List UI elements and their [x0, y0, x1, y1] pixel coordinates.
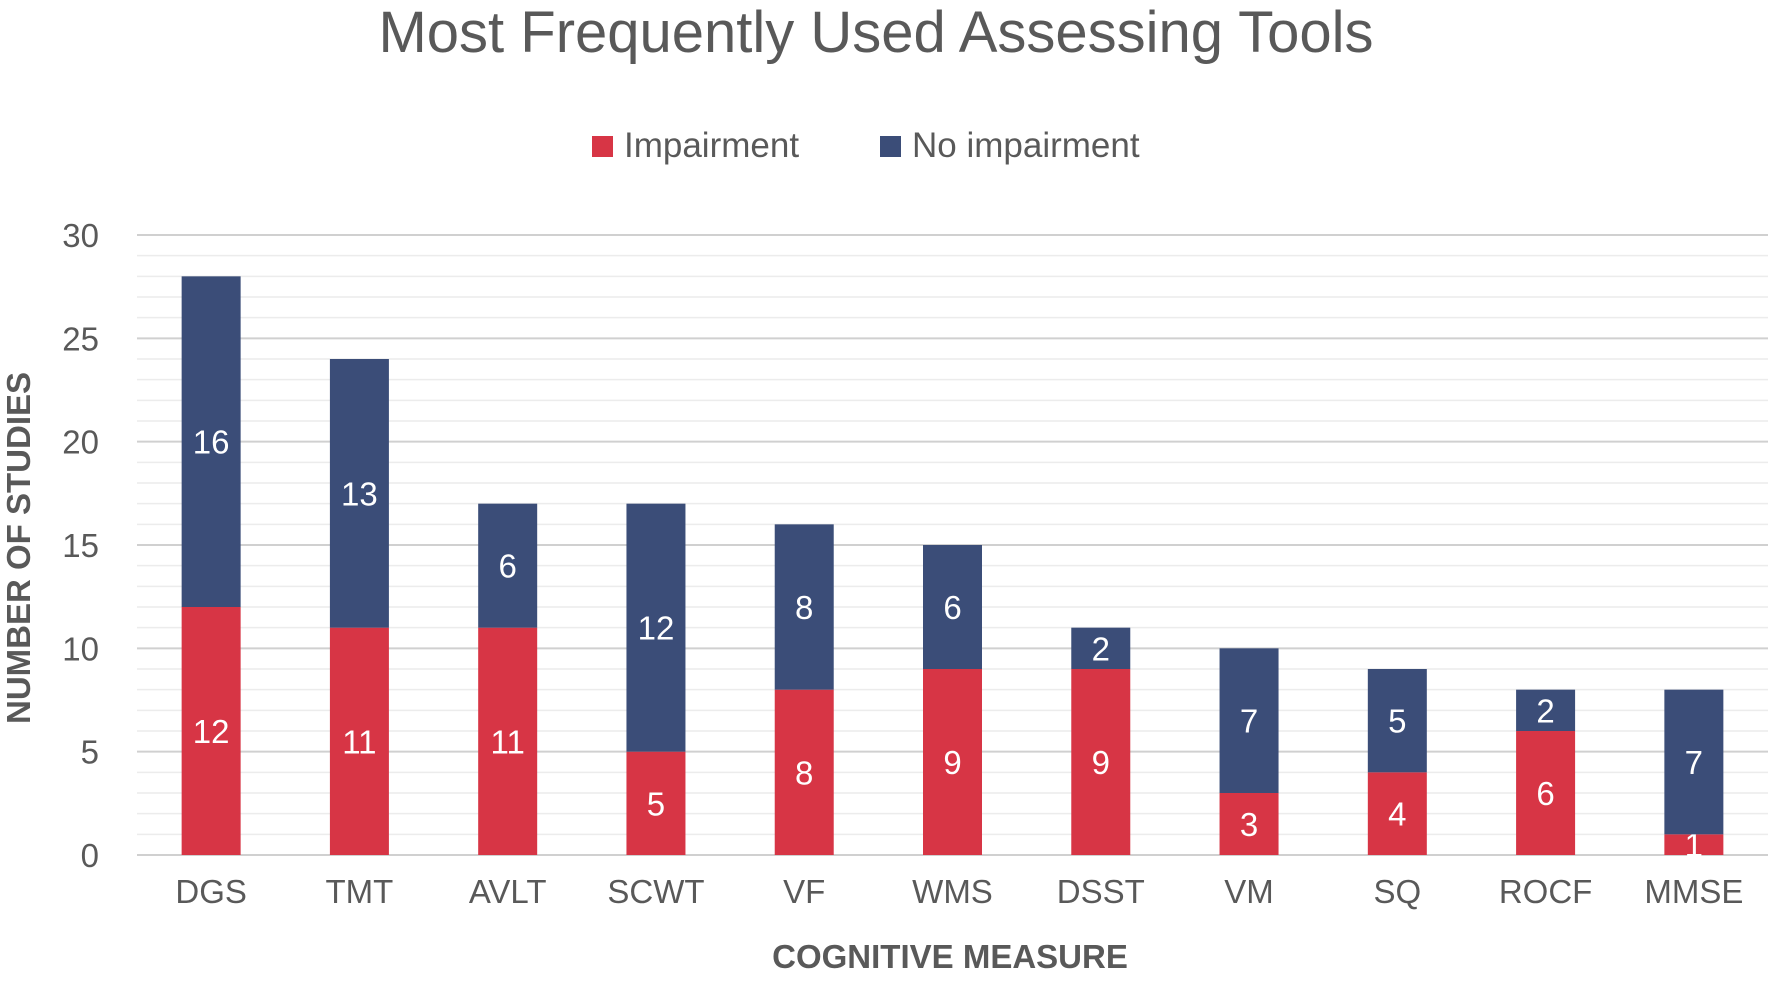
bar-segment-vm-impairment: [1219, 793, 1279, 855]
bar-segment-avlt-no-impairment: [478, 503, 538, 628]
bars: 12 16 11 13 11 6 5 12 8 8 9 6 9 2 3 7 4 5 6 2 1 7: [181, 276, 1724, 864]
data-label: 16: [193, 424, 230, 461]
x-tick-label: DSST: [1057, 873, 1145, 910]
legend-label: No impairment: [912, 126, 1140, 165]
y-tick-label: 20: [62, 424, 99, 461]
data-label: 1: [1685, 827, 1703, 864]
bar-segment-sq-impairment: [1367, 772, 1427, 855]
y-tick-label: 10: [62, 630, 99, 667]
legend-swatch: [592, 136, 613, 157]
bar-segment-dsst-impairment: [1071, 669, 1131, 855]
y-tick-label: 5: [81, 734, 99, 771]
bar-segment-tmt-no-impairment: [329, 359, 389, 628]
bar-segment-vf-impairment: [774, 689, 834, 855]
data-label: 4: [1388, 796, 1406, 833]
x-tick-label: SQ: [1373, 873, 1421, 910]
x-tick-label: SCWT: [607, 873, 704, 910]
bar-segment-dgs-impairment: [181, 607, 241, 855]
bar-segment-scwt-no-impairment: [626, 503, 686, 752]
data-label: 13: [341, 475, 378, 512]
bar-segment-tmt-impairment: [329, 627, 389, 855]
data-label: 5: [647, 785, 665, 822]
bar-segment-mmse-impairment: [1664, 834, 1724, 855]
data-label: 6: [1536, 775, 1554, 812]
x-axis-categories: DGS TMT AVLT SCWT VF WMS DSST VM SQ ROCF MMSE: [175, 873, 1743, 910]
bar-segment-vm-no-impairment: [1219, 648, 1279, 793]
data-label: 7: [1240, 703, 1258, 740]
bar-segment-sq-no-impairment: [1367, 669, 1427, 773]
y-tick-label: 25: [62, 320, 99, 357]
y-axis-title: NUMBER OF STUDIES: [0, 372, 37, 724]
legend: Impairment No impairment: [592, 126, 1140, 165]
bar-segment-rocf-impairment: [1516, 731, 1576, 855]
bar-segment-wms-impairment: [923, 669, 982, 855]
bar-segment-mmse-no-impairment: [1664, 689, 1724, 835]
chart-title: Most Frequently Used Assessing Tools: [378, 0, 1373, 65]
data-label: 12: [638, 610, 675, 647]
y-tick-label: 15: [62, 527, 99, 564]
x-tick-label: AVLT: [469, 873, 547, 910]
data-label: 3: [1240, 806, 1258, 843]
legend-label: Impairment: [624, 126, 799, 165]
bar-segment-dgs-no-impairment: [181, 276, 241, 607]
data-label: 9: [943, 744, 961, 781]
bar-segment-vf-no-impairment: [774, 524, 834, 690]
data-label: 11: [491, 723, 525, 760]
y-tick-label: 30: [62, 217, 99, 254]
x-axis-title: COGNITIVE MEASURE: [772, 938, 1128, 975]
y-tick-label: 0: [81, 837, 99, 874]
x-tick-label: ROCF: [1499, 873, 1593, 910]
data-label: 8: [795, 754, 813, 791]
x-tick-label: MMSE: [1644, 873, 1743, 910]
data-label: 7: [1685, 744, 1703, 781]
x-tick-label: VM: [1224, 873, 1274, 910]
data-label: 2: [1092, 630, 1110, 667]
bar-segment-scwt-impairment: [626, 751, 686, 855]
x-tick-label: TMT: [326, 873, 394, 910]
y-axis-ticks: 0 5 10 15 20 25 30: [62, 217, 99, 874]
data-label: 9: [1092, 744, 1110, 781]
bar-segment-dsst-no-impairment: [1071, 627, 1131, 669]
data-label: 11: [342, 723, 376, 760]
bar-segment-avlt-impairment: [478, 627, 538, 855]
bar-segment-wms-no-impairment: [923, 545, 982, 669]
legend-swatch: [880, 136, 901, 157]
x-tick-label: WMS: [912, 873, 993, 910]
data-label: 8: [795, 589, 813, 626]
bar-segment-rocf-no-impairment: [1516, 689, 1576, 731]
data-label: 6: [499, 548, 517, 585]
data-label: 2: [1536, 692, 1554, 729]
x-tick-label: DGS: [175, 873, 247, 910]
data-label: 12: [193, 713, 230, 750]
data-label: 6: [943, 589, 961, 626]
x-tick-label: VF: [783, 873, 825, 910]
data-label: 5: [1388, 703, 1406, 740]
